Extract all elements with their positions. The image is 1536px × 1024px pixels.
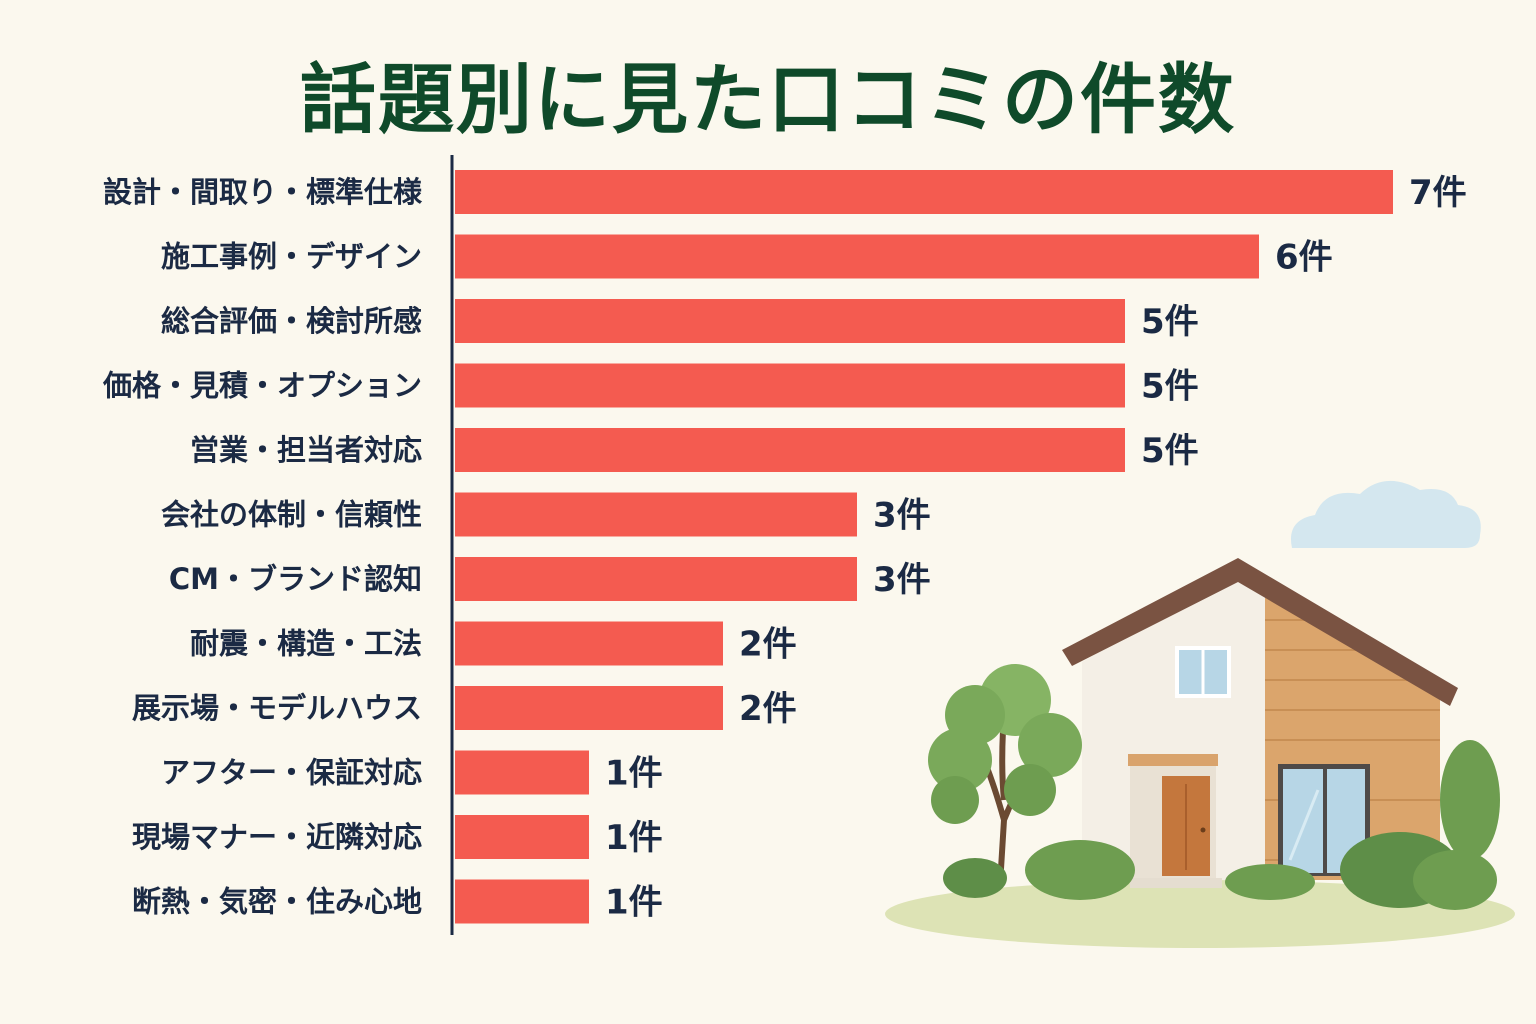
bar-1 — [455, 234, 1259, 279]
bar-3 — [455, 363, 1125, 408]
category-label: 断熱・気密・住み心地 — [132, 885, 422, 919]
bar-8 — [455, 686, 723, 730]
value-label: 5件 — [1141, 367, 1199, 407]
category-label: アフター・保証対応 — [161, 756, 422, 790]
bar-7 — [455, 621, 723, 666]
bar-11 — [455, 879, 589, 924]
category-label: 価格・見積・オプション — [102, 369, 422, 403]
bar-4 — [455, 428, 1125, 472]
category-label: 耐震・構造・工法 — [190, 627, 422, 661]
bar-9 — [455, 750, 589, 795]
value-label: 1件 — [605, 754, 663, 794]
house-icon — [1062, 558, 1458, 888]
value-label: 3件 — [873, 560, 931, 600]
tree-icon — [928, 664, 1082, 886]
value-label: 6件 — [1275, 238, 1333, 278]
value-label: 2件 — [739, 689, 797, 729]
bar-6 — [455, 557, 857, 601]
value-label: 7件 — [1409, 173, 1467, 213]
value-label: 5件 — [1141, 302, 1199, 342]
bar-5 — [455, 492, 857, 537]
cloud-icon — [1290, 480, 1481, 548]
bar-10 — [455, 815, 589, 859]
category-label: 設計・間取り・標準仕様 — [103, 175, 423, 209]
category-label: 展示場・モデルハウス — [132, 691, 422, 725]
value-label: 2件 — [739, 625, 797, 665]
category-label: 施工事例・デザイン — [161, 240, 422, 274]
bush-icon — [943, 740, 1500, 910]
category-label: 総合評価・検討所感 — [161, 304, 422, 338]
category-label: CM・ブランド認知 — [169, 562, 422, 596]
chart-title: 話題別に見た口コミの件数 — [300, 55, 1236, 144]
category-label: 営業・担当者対応 — [190, 433, 422, 467]
category-label: 現場マナー・近隣対応 — [132, 820, 422, 854]
value-label: 1件 — [605, 883, 663, 923]
bar-0 — [455, 170, 1393, 214]
value-label: 1件 — [605, 818, 663, 858]
ground-icon — [885, 880, 1515, 948]
bar-2 — [455, 299, 1125, 343]
value-label: 5件 — [1141, 431, 1199, 471]
value-label: 3件 — [873, 496, 931, 536]
category-label: 会社の体制・信頼性 — [161, 498, 422, 532]
